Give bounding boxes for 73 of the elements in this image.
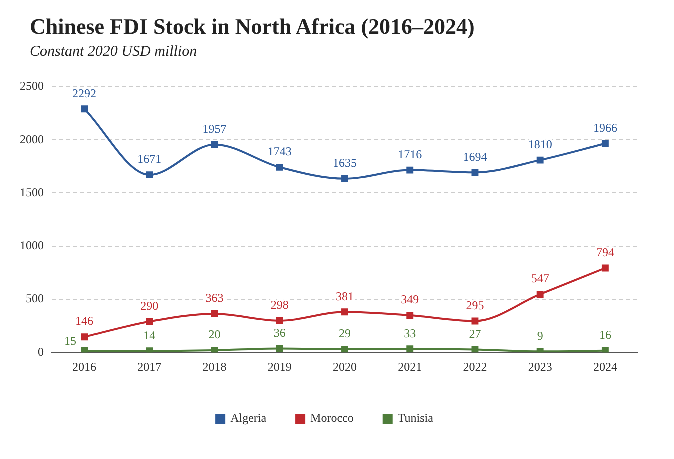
point [342,175,348,182]
y-tick-label: 2000 [20,132,44,146]
point [536,156,544,164]
data-label: 29 [339,326,351,341]
legend-label: Tunisia [398,411,434,426]
point [276,317,284,324]
data-label: 9 [537,328,544,343]
x-tick-label: 2017 [138,360,162,374]
data-label: 1671 [138,152,162,166]
point [472,169,479,176]
point [472,346,479,353]
data-label: 1716 [398,147,422,162]
data-label: 16 [599,328,612,342]
data-label: 14 [144,328,156,342]
legend-label: Morocco [310,411,354,426]
data-label: 290 [140,298,159,313]
point [536,291,544,298]
point [472,318,479,325]
legend-label: Algeria [230,411,268,426]
data-label: 349 [401,292,420,307]
x-tick-label: 2023 [528,360,552,374]
point [342,346,348,353]
point [602,264,609,272]
x-tick-label: 2024 [593,360,618,374]
y-tick-label: 1000 [20,238,44,253]
data-label: 295 [466,298,484,312]
y-tick-label: 0 [38,344,44,359]
chart-title: Chinese FDI Stock in North Africa (2016–2024) [30,14,476,40]
point [276,345,284,352]
data-label: 1743 [268,144,292,159]
point [211,310,218,318]
data-label: 1957 [202,122,227,136]
point [406,312,414,319]
data-label: 33 [404,326,416,340]
point [81,334,88,341]
point [406,166,414,174]
data-label: 363 [206,291,224,306]
x-tick-label: 2018 [202,360,227,374]
data-label: 15 [64,334,77,348]
x-tick-label: 2019 [268,360,292,374]
data-label: 27 [469,326,482,341]
x-tick-label: 2020 [333,360,357,374]
data-label: 2292 [72,86,97,100]
point [342,308,348,316]
y-tick-label: 2500 [20,79,44,94]
data-label: 1810 [528,137,552,152]
y-tick-label: 500 [26,292,44,306]
point [146,172,154,179]
y-tick-label: 1500 [20,185,44,200]
data-label: 146 [76,314,94,328]
data-label: 20 [208,328,221,342]
point [406,346,414,353]
point [146,318,154,326]
data-label: 1966 [593,120,618,135]
x-tick-label: 2016 [72,360,97,374]
point [211,347,218,353]
data-label: 36 [274,326,286,340]
data-label: 298 [270,298,289,312]
data-label: 547 [531,272,550,286]
point [146,348,154,353]
point [211,141,218,148]
point [276,164,284,171]
point [81,106,88,113]
x-tick-label: 2022 [463,360,488,374]
data-label: 381 [336,289,354,304]
data-label: 794 [596,245,614,260]
chart-subtitle: Constant 2020 USD million [30,44,198,61]
point [81,348,88,353]
point [602,140,609,148]
data-label: 1694 [463,150,488,164]
point [602,347,609,353]
data-label: 1635 [333,156,357,170]
x-tick-label: 2021 [398,360,422,374]
